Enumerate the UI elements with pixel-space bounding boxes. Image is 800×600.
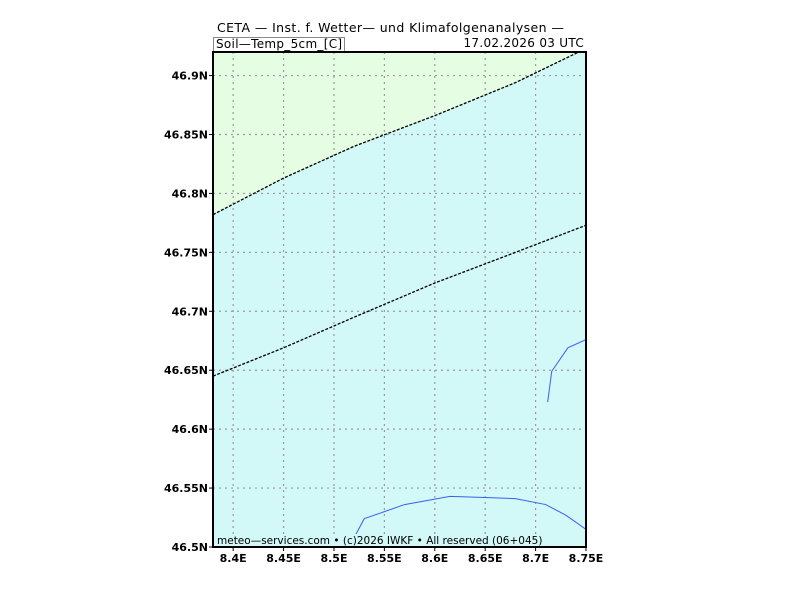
lat-tick-label: 46.8N <box>172 187 208 200</box>
border-line <box>547 339 586 403</box>
valid-time-label: 17.02.2026 03 UTC <box>463 36 584 50</box>
lon-tick-label: 8.6E <box>421 552 448 565</box>
credit-line: meteo—services.com • (c)2026 IWKF • All … <box>217 535 542 547</box>
border-line <box>343 495 586 547</box>
map-title: CETA — Inst. f. Wetter— und Klimafolgena… <box>217 20 565 35</box>
lon-tick-label: 8.45E <box>266 552 301 565</box>
lat-tick-label: 46.7N <box>172 305 208 318</box>
lon-tick-label: 8.4E <box>220 552 247 565</box>
lon-tick-label: 8.55E <box>367 552 402 565</box>
isotherm-line <box>213 52 581 216</box>
lon-tick-label: 8.5E <box>320 552 347 565</box>
lat-tick-label: 46.55N <box>164 482 208 495</box>
warm-region <box>213 52 579 215</box>
lon-tick-label: 8.75E <box>569 552 604 565</box>
map-plot-area <box>213 52 586 547</box>
longitude-axis: 8.4E 8.45E 8.5E 8.55E 8.6E 8.65E 8.7E 8.75E <box>220 547 604 565</box>
lat-tick-label: 46.65N <box>164 364 208 377</box>
map-frame <box>212 51 587 548</box>
border-lines <box>343 339 586 547</box>
lat-tick-label: 46.6N <box>172 423 208 436</box>
map-subtitle-bar: Soil—Temp_5cm_[C] 17.02.2026 03 UTC <box>213 37 586 51</box>
lat-tick-label: 46.85N <box>164 129 208 142</box>
lon-tick-label: 8.7E <box>522 552 549 565</box>
lat-tick-label: 46.5N <box>172 541 208 554</box>
variable-label: Soil—Temp_5cm_[C] <box>213 37 346 51</box>
isotherm-contours <box>213 52 586 377</box>
graticule <box>213 52 586 547</box>
lat-tick-label: 46.75N <box>164 246 208 259</box>
lon-tick-label: 8.65E <box>468 552 503 565</box>
credit-bg <box>215 534 584 546</box>
lat-tick-label: 46.9N <box>172 70 208 83</box>
latitude-axis: 46.9N 46.85N 46.8N 46.75N 46.7N 46.65N 46.6N 46… <box>164 70 213 554</box>
isotherm-line <box>213 224 586 377</box>
